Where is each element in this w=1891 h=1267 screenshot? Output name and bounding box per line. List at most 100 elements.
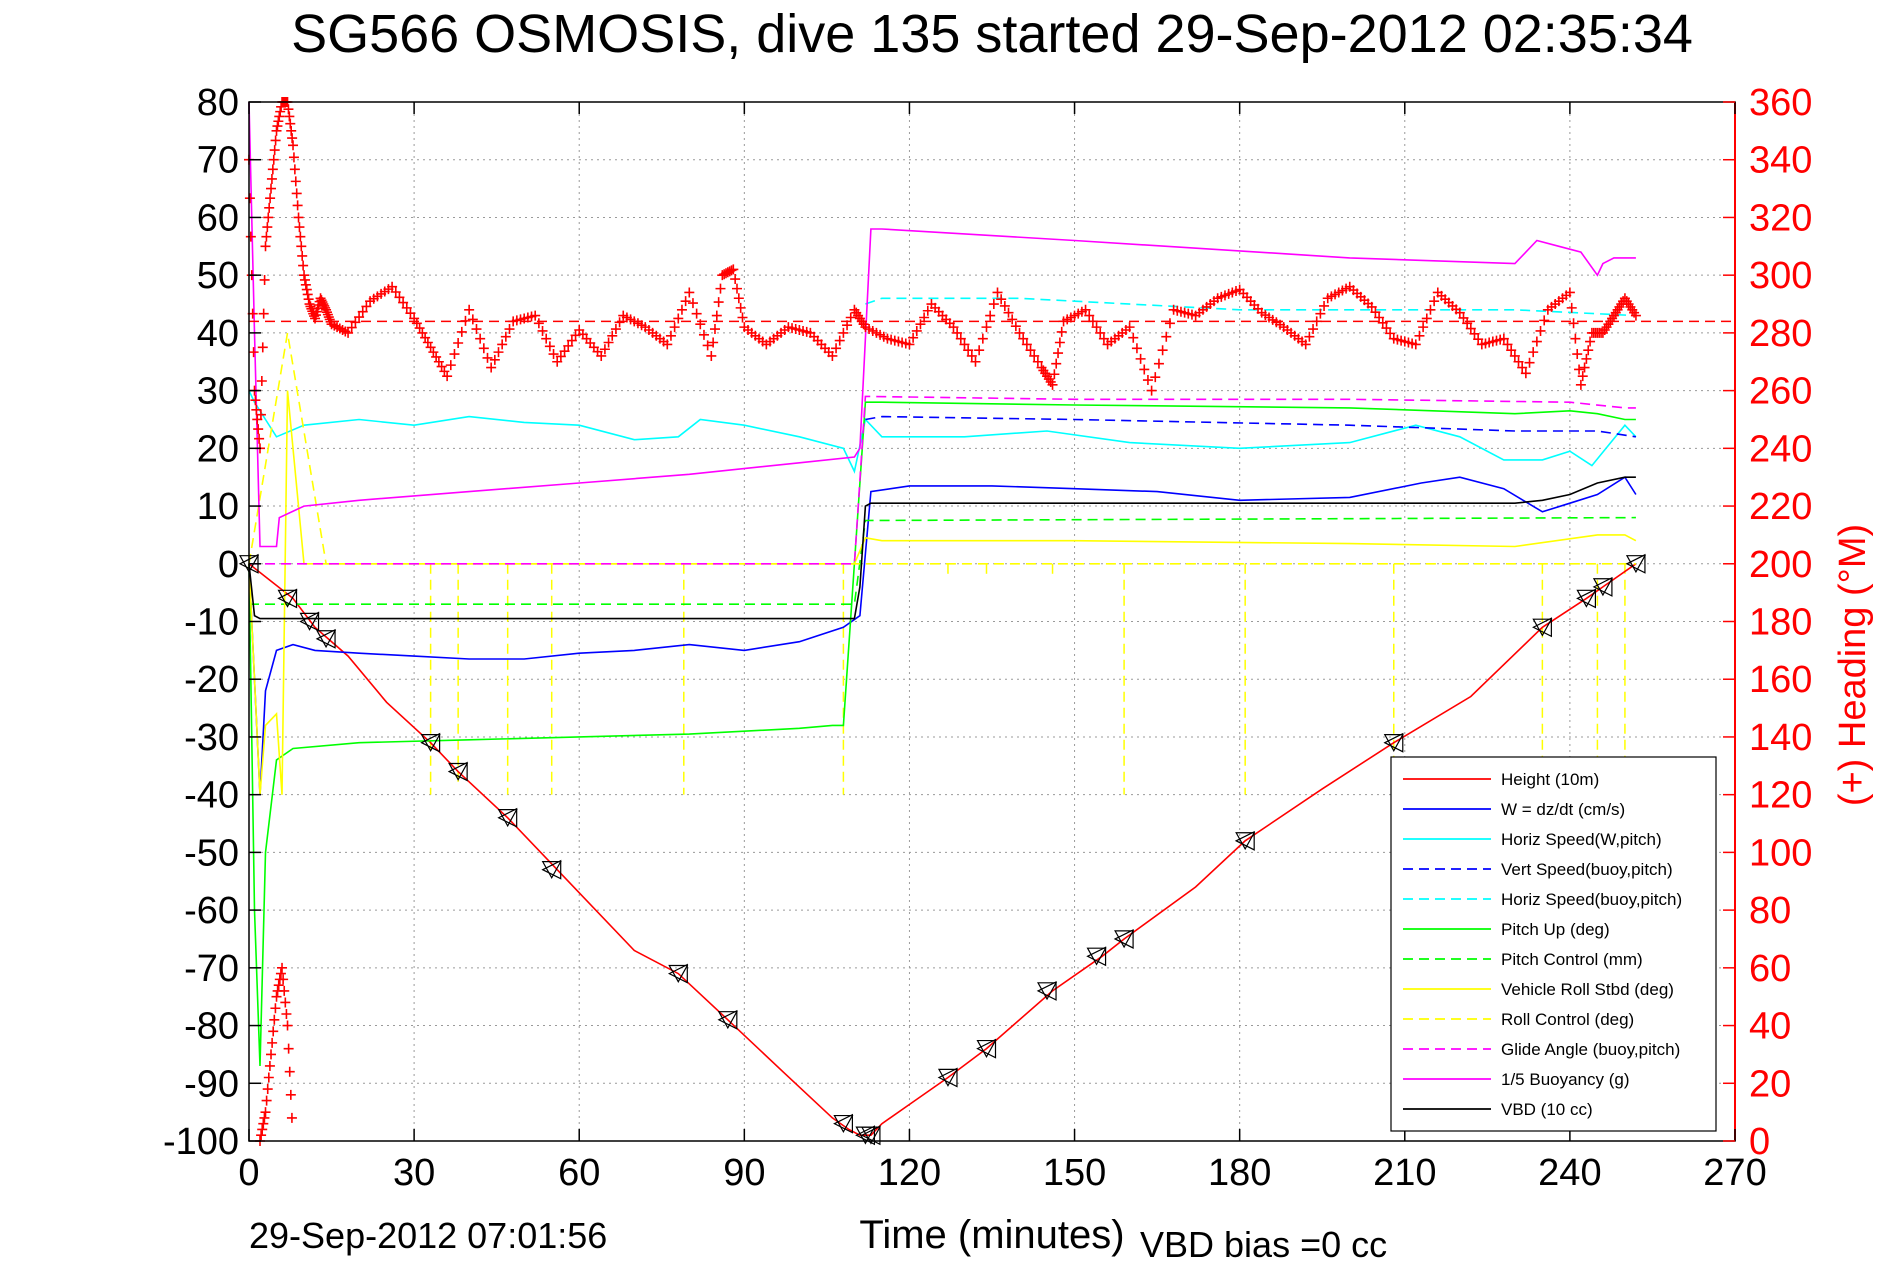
heading-point — [357, 306, 368, 317]
heading-point — [548, 349, 559, 360]
triangle-marker-down — [299, 612, 320, 631]
heading-point — [283, 1043, 294, 1054]
heading-point — [262, 1084, 273, 1095]
triangle-marker — [855, 1125, 876, 1146]
heading-point — [1566, 302, 1577, 313]
triangle-marker-down — [1576, 589, 1597, 608]
heading-point — [346, 322, 357, 333]
triangle-marker-down — [833, 1114, 854, 1134]
heading-point — [1095, 327, 1106, 338]
heading-point — [691, 308, 702, 319]
heading-point — [1502, 339, 1513, 350]
heading-point — [1506, 345, 1517, 356]
heading-point — [1007, 314, 1018, 325]
heading-point — [288, 152, 299, 163]
heading-point — [250, 395, 261, 406]
triangle-marker-down — [541, 861, 562, 880]
heading-point — [273, 116, 284, 127]
heading-point — [737, 312, 748, 323]
heading-point — [270, 135, 281, 146]
heading-point — [453, 337, 464, 348]
heading-point — [669, 322, 680, 333]
heading-point — [1577, 371, 1588, 382]
legend-label: Horiz Speed(buoy,pitch) — [1501, 890, 1682, 909]
heading-point — [324, 314, 335, 325]
heading-point — [974, 345, 985, 356]
heading-point — [728, 264, 739, 275]
heading-point — [1161, 331, 1172, 342]
heading-point — [321, 307, 332, 318]
heading-point — [261, 1095, 272, 1106]
y-right-tick-label: 0 — [1749, 1121, 1770, 1163]
legend-label: Height (10m) — [1501, 770, 1599, 789]
heading-point — [706, 350, 717, 361]
heading-point — [838, 327, 849, 338]
heading-point — [1421, 313, 1432, 324]
heading-point — [845, 312, 856, 323]
heading-point — [269, 1014, 280, 1025]
heading-point — [842, 320, 853, 331]
heading-point — [269, 145, 280, 156]
heading-point — [687, 298, 698, 309]
heading-point — [282, 1020, 293, 1031]
heading-point — [1381, 323, 1392, 334]
y-left-tick-label: 70 — [197, 140, 239, 182]
heading-point — [266, 173, 277, 184]
y-left-tick-label: 30 — [197, 371, 239, 413]
triangle-marker — [717, 1009, 738, 1030]
heading-point — [1128, 332, 1139, 343]
heading-point — [1032, 356, 1043, 367]
heading-point — [566, 335, 577, 346]
heading-point — [1517, 362, 1528, 373]
legend-label: Horiz Speed(W,pitch) — [1501, 830, 1662, 849]
heading-point — [253, 424, 264, 435]
heading-point — [1429, 296, 1440, 307]
heading-point — [281, 1009, 292, 1020]
heading-point — [261, 231, 272, 242]
heading-point — [1473, 334, 1484, 345]
chart-title: SG566 OSMOSIS, dive 135 started 29-Sep-2… — [291, 4, 1693, 64]
heading-point — [1531, 336, 1542, 347]
heading-point — [401, 302, 412, 313]
x-tick-label: 60 — [558, 1152, 600, 1194]
heading-point — [464, 304, 475, 315]
heading-point — [354, 312, 365, 323]
heading-point — [255, 409, 266, 420]
heading-point — [274, 111, 285, 122]
heading-point — [607, 330, 618, 341]
heading-point — [264, 1060, 275, 1071]
heading-point — [1029, 350, 1040, 361]
heading-point — [911, 325, 922, 336]
data-series — [248, 101, 1637, 1136]
triangle-marker — [541, 859, 562, 880]
heading-point — [322, 309, 333, 320]
heading-point — [265, 193, 276, 204]
heading-point — [662, 339, 673, 350]
triangle-marker — [277, 588, 298, 609]
heading-point — [599, 344, 610, 355]
y-right-tick-label: 60 — [1749, 948, 1791, 990]
heading-point — [1146, 385, 1157, 396]
triangle-marker — [315, 628, 336, 649]
heading-point — [1304, 331, 1315, 342]
heading-point — [1315, 308, 1326, 319]
series-line — [249, 395, 1636, 565]
heading-point — [500, 331, 511, 342]
y-right-tick-label: 140 — [1749, 717, 1812, 759]
triangle-marker-down — [1625, 555, 1646, 574]
series-line — [865, 297, 1636, 317]
heading-point — [286, 1112, 297, 1123]
y-left-tick-label: -30 — [184, 717, 239, 759]
heading-point — [1087, 316, 1098, 327]
heading-point — [1564, 287, 1575, 298]
heading-point — [297, 250, 308, 261]
heading-point — [1570, 333, 1581, 344]
series-line — [248, 563, 1637, 1136]
heading-point — [286, 125, 297, 136]
heading-point — [948, 322, 959, 333]
heading-point — [1498, 333, 1509, 344]
legend-label: W = dz/dt (cm/s) — [1501, 800, 1625, 819]
heading-point — [596, 350, 607, 361]
heading-point — [1465, 323, 1476, 334]
